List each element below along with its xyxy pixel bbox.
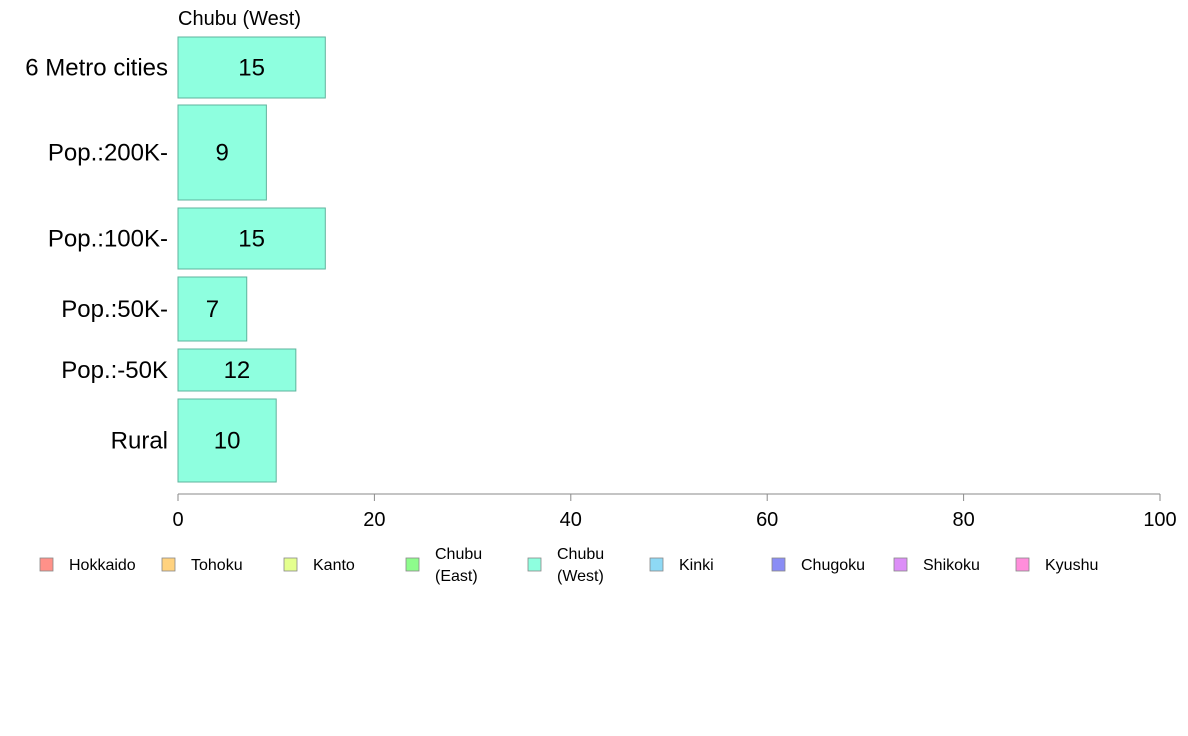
x-tick-label: 40 (560, 509, 582, 531)
category-label: Pop.:200K- (48, 140, 168, 167)
x-tick-label: 20 (363, 509, 385, 531)
legend-label: (West) (557, 568, 604, 585)
category-label: Pop.:100K- (48, 226, 168, 253)
legend-label: Tohoku (191, 557, 243, 574)
legend-label: Chubu (435, 546, 482, 563)
bar-value-label: 15 (238, 226, 265, 253)
category-label: Rural (111, 428, 168, 455)
legend-label: Kyushu (1045, 557, 1098, 574)
bars-group: 15 6 Metro cities 9 Pop.:200K- 15 Pop.:100K- 7… (25, 36, 326, 483)
x-tick-label: 0 (172, 509, 183, 531)
bar-4 (177, 348, 297, 392)
bar-value-label: 7 (206, 296, 219, 323)
bar-value-label: 9 (216, 140, 229, 167)
bar-2 (177, 207, 326, 270)
legend-label: Kinki (679, 557, 714, 574)
bar-value-label: 15 (238, 55, 265, 82)
chart-title: Chubu (West) (178, 8, 301, 30)
bar-5 (177, 398, 277, 483)
legend-swatch (771, 557, 786, 572)
x-tick-label: 60 (756, 509, 778, 531)
bar-0 (177, 36, 326, 99)
category-label: Pop.:-50K (61, 357, 168, 384)
legend-swatch (649, 557, 664, 572)
legend-label: Chubu (557, 546, 604, 563)
legend-swatch (893, 557, 908, 572)
legend-label: Hokkaido (69, 557, 136, 574)
category-label: 6 Metro cities (25, 55, 168, 82)
legend-swatch (527, 557, 542, 572)
x-axis: 0 20 40 60 80 100 (172, 493, 1177, 531)
bar-value-label: 12 (224, 357, 251, 384)
bar-value-label: 10 (214, 428, 241, 455)
legend-label: Chugoku (801, 557, 865, 574)
legend-label: Shikoku (923, 557, 980, 574)
legend-swatch (1015, 557, 1030, 572)
category-label: Pop.:50K- (61, 296, 168, 323)
legend-swatch (161, 557, 176, 572)
legend-label: (East) (435, 568, 478, 585)
legend: Hokkaido Tohoku Kanto Chubu (East) Chubu (West… (39, 546, 1098, 585)
legend-swatch (39, 557, 54, 572)
legend-swatch (405, 557, 420, 572)
x-tick-label: 100 (1143, 509, 1176, 531)
bar-3 (177, 276, 248, 342)
x-tick-label: 80 (952, 509, 974, 531)
legend-swatch (283, 557, 298, 572)
bar-1 (177, 104, 267, 201)
legend-label: Kanto (313, 557, 355, 574)
